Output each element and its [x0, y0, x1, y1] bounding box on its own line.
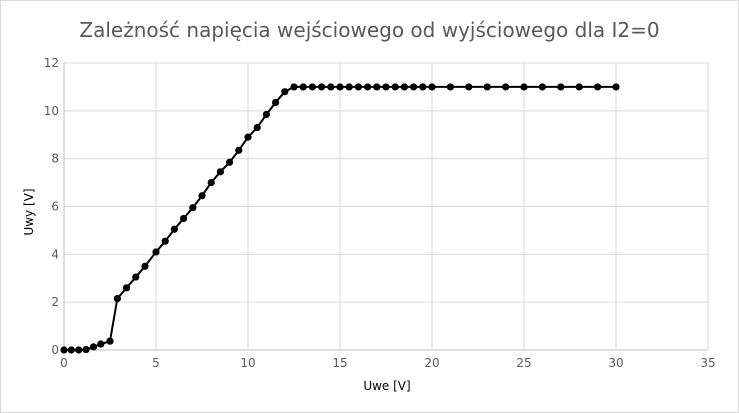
- data-point: [327, 83, 335, 91]
- data-point: [82, 345, 90, 354]
- y-tick-label: 4: [51, 247, 59, 261]
- data-point: [132, 273, 140, 281]
- data-point: [122, 284, 131, 292]
- data-point: [180, 214, 188, 223]
- data-point: [594, 83, 602, 91]
- data-point: [253, 123, 261, 132]
- x-tick-label: 15: [332, 356, 347, 370]
- data-point: [161, 237, 169, 245]
- data-point: [106, 337, 114, 345]
- y-tick-label: 8: [51, 152, 59, 166]
- x-tick-label: 20: [424, 356, 439, 370]
- chart-title: Zależność napięcia wejściowego od wyjści…: [79, 18, 660, 42]
- data-point: [318, 83, 326, 91]
- data-point: [244, 133, 252, 141]
- data-point: [446, 83, 454, 91]
- data-point: [410, 83, 418, 91]
- data-point: [612, 83, 620, 91]
- y-tick-label: 0: [51, 343, 59, 357]
- data-point: [141, 262, 149, 270]
- x-tick-label: 10: [240, 356, 255, 370]
- data-point: [520, 83, 528, 91]
- data-point: [290, 83, 298, 91]
- x-tick-label: 25: [516, 356, 531, 370]
- x-tick-label: 5: [152, 356, 160, 370]
- data-point: [354, 83, 362, 91]
- data-point: [308, 83, 316, 91]
- data-point: [575, 83, 583, 91]
- data-point: [502, 83, 510, 91]
- data-point: [207, 178, 215, 187]
- grid: [64, 62, 709, 350]
- y-axis-label: Uwy [V]: [22, 188, 36, 235]
- data-point: [373, 83, 381, 91]
- data-point: [189, 204, 197, 212]
- y-tick-labels: 0 2 4 6 8 10 12: [44, 56, 59, 357]
- data-point: [336, 83, 344, 91]
- data-point: [419, 83, 427, 91]
- x-tick-label: 35: [700, 356, 715, 370]
- data-point: [89, 343, 98, 351]
- y-tick-label: 2: [51, 295, 59, 309]
- data-point: [538, 83, 547, 91]
- y-tick-label: 10: [44, 104, 59, 118]
- y-tick-label: 6: [51, 200, 59, 214]
- x-tick-label: 0: [60, 356, 68, 370]
- y-tick-label: 12: [44, 56, 59, 70]
- series-line: [64, 85, 616, 351]
- data-point: [382, 83, 390, 91]
- data-point: [364, 83, 372, 91]
- data-point: [97, 340, 105, 348]
- data-point: [391, 83, 399, 91]
- data-point: [216, 168, 224, 176]
- data-point: [483, 83, 491, 91]
- data-point: [345, 83, 353, 91]
- data-point: [281, 88, 289, 96]
- x-tick-label: 30: [608, 356, 623, 370]
- data-point: [235, 146, 243, 154]
- x-axis-label: Uwe [V]: [363, 379, 410, 393]
- axes: [63, 63, 708, 351]
- data-point: [170, 225, 178, 233]
- data-point: [262, 110, 270, 119]
- data-point: [400, 83, 408, 91]
- data-point: [113, 294, 121, 303]
- series: [60, 83, 620, 354]
- data-point: [152, 248, 160, 256]
- data-point: [272, 98, 280, 107]
- data-point: [198, 192, 206, 200]
- data-point: [60, 346, 68, 354]
- x-tick-labels: 0 5 10 15 20 25 30 35: [60, 356, 715, 370]
- data-point: [67, 346, 75, 354]
- data-point: [75, 346, 83, 354]
- data-point: [226, 158, 234, 166]
- data-point: [299, 83, 307, 91]
- data-point: [465, 83, 473, 91]
- data-point: [428, 83, 436, 91]
- data-point: [557, 83, 565, 91]
